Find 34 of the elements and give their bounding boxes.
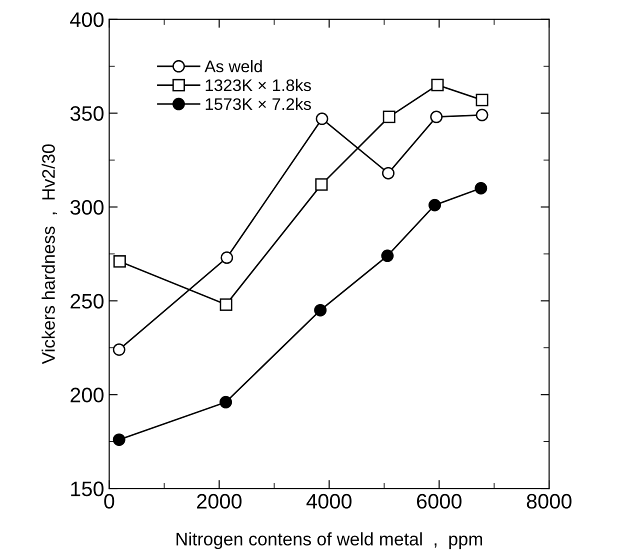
point: [474, 182, 488, 194]
y-tick-label: 300: [70, 200, 104, 215]
point: [381, 250, 394, 262]
point: [476, 108, 488, 122]
point: [112, 433, 126, 446]
point: [428, 198, 441, 212]
y-tick-label: 150: [71, 482, 104, 496]
point: [476, 94, 488, 106]
point: [382, 166, 395, 180]
point: [112, 343, 126, 356]
y-axis-title: Vickers hardness , Hv2/30: [42, 144, 58, 364]
point: [382, 110, 396, 124]
point: [315, 178, 328, 191]
x-tick-label: 0: [104, 494, 114, 509]
point: [220, 251, 234, 264]
x-tick-label: 2000: [197, 494, 242, 509]
legend-label: As weld: [204, 60, 262, 72]
x-tick-label: 4000: [306, 494, 352, 509]
y-tick-label: 200: [70, 388, 104, 402]
point: [220, 298, 232, 311]
point: [220, 396, 232, 408]
x-tick-label: 6000: [417, 494, 462, 509]
legend-label: 1323K × 1.8ks: [206, 78, 311, 92]
point: [113, 255, 126, 268]
point: [431, 78, 444, 92]
point: [316, 112, 328, 126]
legend-label: 1573K × 7.2ks: [206, 98, 311, 110]
x-axis-title: Nitrogen contens of weld metal , ppm: [176, 532, 482, 550]
y-tick-label: 400: [70, 12, 104, 28]
x-tick-label: 8000: [526, 494, 572, 509]
y-tick-label: 250: [70, 294, 104, 309]
point: [430, 110, 443, 124]
y-tick-label: 350: [70, 106, 104, 121]
point: [314, 304, 327, 316]
